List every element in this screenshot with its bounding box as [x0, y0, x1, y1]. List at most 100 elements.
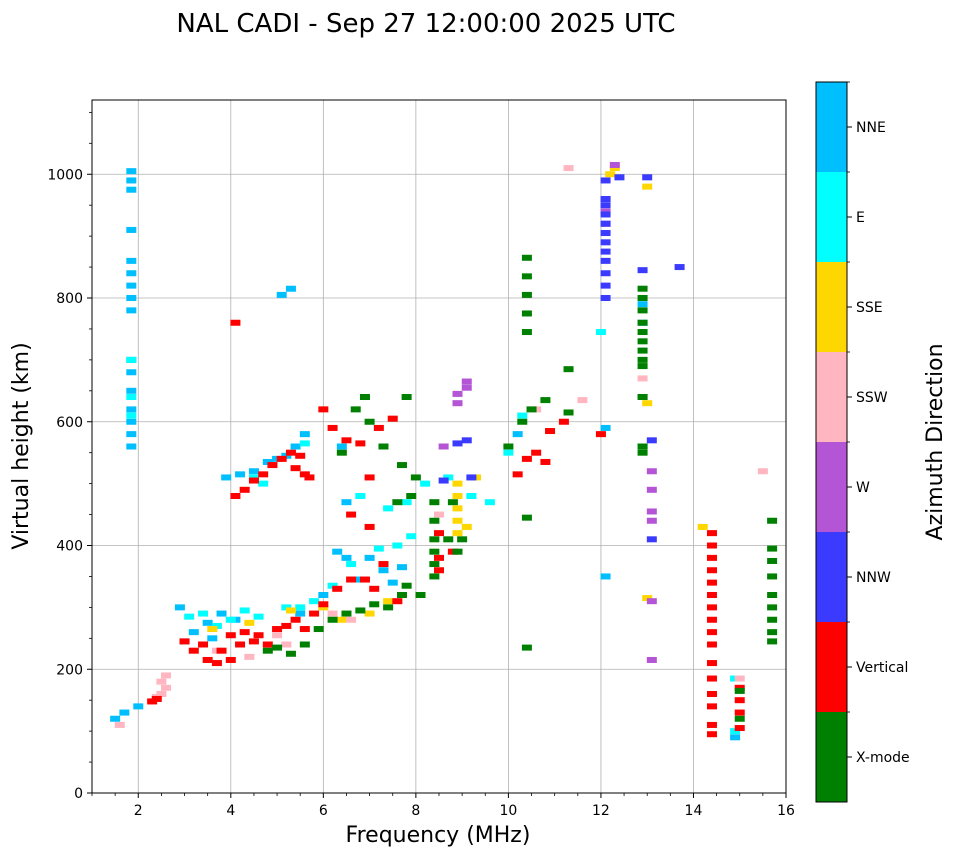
data-point-vertical	[355, 440, 366, 447]
data-point-sse	[452, 530, 463, 537]
data-point-nne	[281, 452, 292, 459]
data-point-nne	[126, 282, 137, 289]
colorbar-segment-nne	[816, 82, 847, 172]
data-point-ssw	[637, 375, 648, 382]
data-point-x-mode	[313, 626, 324, 633]
data-point-w	[452, 390, 463, 397]
data-point-e	[327, 582, 338, 589]
colorbar-tick-label: NNW	[856, 570, 891, 586]
data-point-x-mode	[637, 449, 648, 456]
data-point-nne	[119, 709, 130, 716]
data-point-x-mode	[734, 715, 745, 722]
data-point-vertical	[299, 626, 310, 633]
data-point-ssw	[563, 165, 574, 172]
colorbar: X-mode Vertical NNW W SSW SSE E NNE	[815, 81, 910, 803]
x-tick-label: 14	[685, 803, 703, 819]
data-point-vertical	[295, 452, 306, 459]
data-point-ssw	[757, 468, 768, 475]
data-point-x-mode	[341, 610, 352, 617]
x-tick-label: 4	[226, 803, 235, 819]
data-point-sse	[642, 183, 653, 190]
data-point-e	[225, 616, 236, 623]
data-point-w	[646, 486, 657, 493]
data-point-x-mode	[262, 647, 273, 654]
data-point-vertical	[706, 542, 717, 549]
data-point-ssw	[156, 678, 167, 685]
colorbar-frame	[815, 81, 848, 803]
data-point-vertical	[359, 576, 370, 583]
data-point-ssw	[161, 684, 172, 691]
data-point-vertical	[706, 530, 717, 537]
data-point-vertical	[188, 647, 199, 654]
data-point-x-mode	[767, 592, 778, 598]
data-point-x-mode	[429, 561, 440, 568]
data-point-vertical	[318, 406, 329, 413]
data-point-e	[420, 480, 431, 487]
data-point-ssw	[577, 397, 588, 404]
data-point-vertical	[262, 641, 273, 648]
data-point-vertical	[706, 641, 717, 648]
data-point-x-mode	[767, 517, 778, 524]
y-tick-label: 0	[74, 786, 83, 802]
data-point-vertical	[706, 731, 717, 738]
data-point-sse	[285, 607, 296, 614]
y-axis-ticks: 0 200 400 600 800 1000	[47, 111, 92, 802]
data-point-x-mode	[406, 493, 417, 499]
data-point-vertical	[434, 554, 444, 561]
data-point-x-mode	[767, 604, 778, 611]
y-tick-label: 800	[56, 291, 83, 307]
data-point-x-mode	[767, 638, 778, 645]
data-point-sse	[605, 171, 616, 178]
data-point-vertical	[225, 656, 236, 663]
data-point-x-mode	[429, 517, 440, 524]
data-point-nne	[332, 548, 343, 555]
data-point-x-mode	[767, 545, 778, 552]
data-point-ssw	[244, 653, 255, 660]
data-point-x-mode	[359, 394, 370, 400]
data-point-sse	[336, 616, 347, 623]
data-point-vertical	[248, 477, 259, 484]
data-point-vertical	[387, 415, 398, 422]
data-point-nne	[126, 406, 137, 413]
data-point-nne	[341, 499, 352, 506]
data-point-ssw	[346, 616, 357, 623]
data-point-vertical	[706, 567, 717, 574]
data-point-sse	[452, 493, 463, 499]
data-point-nnw	[600, 239, 611, 246]
data-point-x-mode	[521, 514, 532, 521]
data-point-vertical	[706, 721, 717, 728]
data-point-nne	[126, 443, 137, 450]
data-point-ssw	[734, 675, 745, 682]
data-point-vertical	[706, 554, 717, 561]
data-point-nne	[295, 610, 306, 617]
data-point-nne	[336, 443, 347, 450]
data-point-nnw	[600, 202, 611, 209]
data-point-sse	[364, 610, 375, 617]
data-point-nnw	[600, 220, 611, 227]
x-tick-label: 12	[592, 803, 610, 819]
data-point-nnw	[466, 474, 477, 481]
data-point-e	[443, 474, 454, 481]
data-point-vertical	[258, 471, 269, 478]
data-point-e	[258, 480, 269, 487]
data-point-nnw	[600, 248, 611, 255]
data-point-vertical	[434, 567, 444, 574]
data-point-vertical	[239, 486, 250, 493]
data-point-x-mode	[563, 366, 574, 373]
data-point-x-mode	[364, 418, 375, 425]
data-point-vertical	[285, 449, 296, 456]
data-point-nne	[235, 471, 246, 478]
data-point-nne	[290, 443, 301, 450]
data-point-nnw	[600, 177, 611, 184]
data-point-x-mode	[767, 629, 778, 636]
data-point-vertical	[281, 622, 292, 629]
x-tick-label: 2	[134, 803, 143, 819]
data-point-vertical	[272, 626, 283, 633]
data-point-x-mode	[392, 499, 403, 506]
data-point-w	[646, 517, 657, 524]
data-point-nnw	[438, 477, 449, 484]
data-point-e	[383, 505, 394, 512]
data-point-vertical	[327, 424, 338, 431]
data-point-x-mode	[521, 254, 532, 261]
data-point-vertical	[346, 576, 357, 583]
